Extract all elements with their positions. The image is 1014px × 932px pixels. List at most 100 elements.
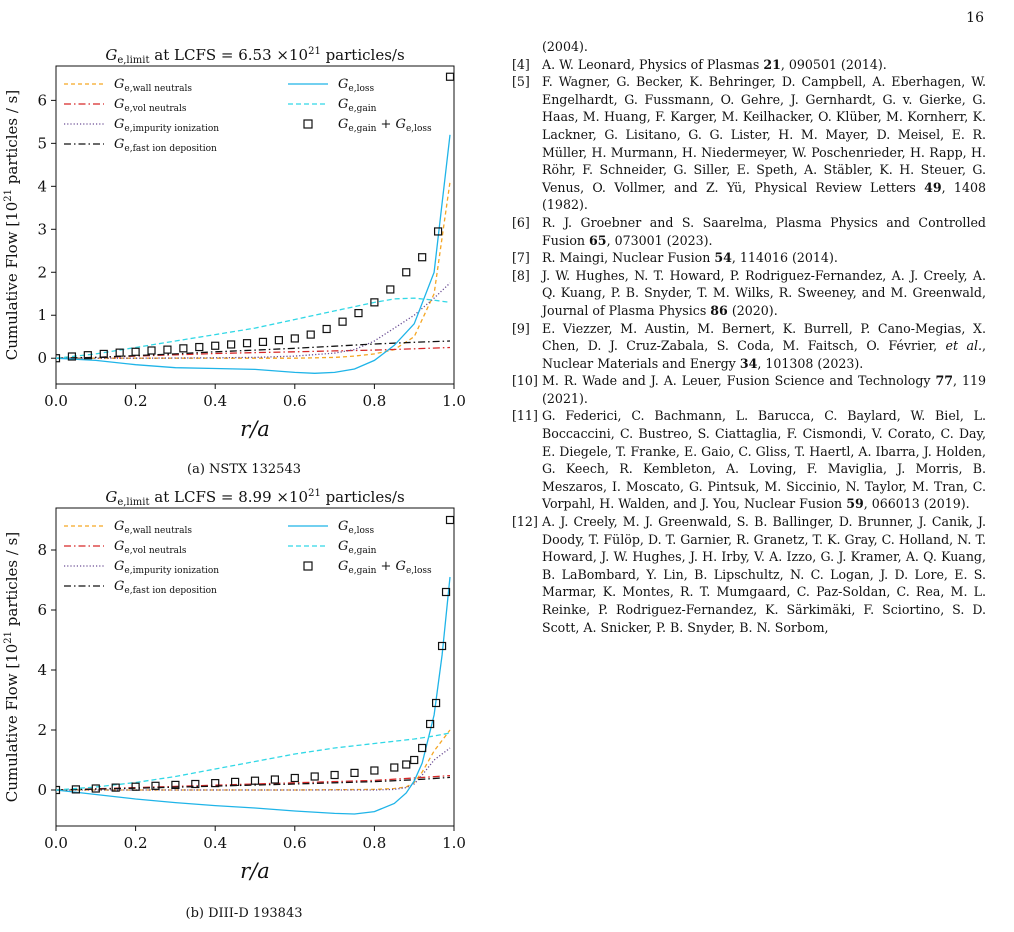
data-point <box>131 782 140 791</box>
series-impurity-ionization <box>56 282 451 359</box>
y-tick-label: 3 <box>37 220 47 238</box>
x-tick-label: 0.2 <box>124 392 148 410</box>
y-tick-label: 6 <box>37 601 47 619</box>
legend-label: Ge,loss <box>338 519 374 536</box>
reference-volume: 59 <box>846 496 864 512</box>
y-axis-label: Cumulative Flow [1021 particles / s] <box>3 532 21 802</box>
figure-a: Ge,limit at LCFS = 6.53 ×1021 particles/… <box>0 44 470 448</box>
data-point <box>441 587 451 597</box>
data-point <box>290 334 299 343</box>
x-tick-label: 0.0 <box>44 834 68 852</box>
legend-vol-neutrals: Ge,vol neutrals <box>64 97 187 114</box>
data-point <box>151 781 160 790</box>
legend-label: Ge,fast ion deposition <box>114 579 217 596</box>
reference-volume: 86 <box>710 302 728 318</box>
reference-volume: 54 <box>714 250 732 266</box>
legend-label: Ge,fast ion deposition <box>114 137 217 154</box>
reference-item: [7] R. Maingi, Nuclear Fusion 54, 114016 … <box>508 249 986 267</box>
series-wall-neutrals <box>56 181 451 359</box>
y-tick-label: 0 <box>37 349 47 367</box>
legend-label: Ge,loss <box>338 77 374 94</box>
legend: Ge,wall neutrals Ge,vol neutrals Ge,impuri… <box>64 519 432 596</box>
data-point <box>386 285 395 294</box>
reference-list: (2004). [4] A. W. Leonard, Physics of Plas… <box>508 38 986 636</box>
data-point <box>437 641 447 651</box>
data-point <box>402 760 411 769</box>
series-gain <box>56 732 451 791</box>
legend-gain: Ge,gain <box>288 539 377 556</box>
x-tick-label: 0.6 <box>283 834 307 852</box>
data-point <box>290 773 299 783</box>
x-tick-label: 1.0 <box>442 834 466 852</box>
reference-item: [12] A. J. Creely, M. J. Greenwald, S. B.… <box>508 513 986 636</box>
data-point <box>338 317 347 326</box>
data-point <box>330 770 339 780</box>
data-point <box>445 72 454 81</box>
legend-gain-plus-loss: Ge,gain + Ge,loss <box>303 117 432 134</box>
data-point <box>71 785 81 794</box>
data-point <box>258 337 268 346</box>
y-tick-label: 8 <box>37 541 47 559</box>
data-point <box>211 341 220 350</box>
legend-wall-neutrals: Ge,wall neutrals <box>64 519 192 536</box>
legend-label: Ge,vol neutrals <box>114 97 187 114</box>
series-gain-plus-loss <box>56 515 454 795</box>
legend-fast-ion-deposition: Ge,fast ion deposition <box>64 579 217 596</box>
x-tick-label: 0.4 <box>203 392 227 410</box>
reference-volume: 65 <box>589 232 607 248</box>
legend-label: Ge,gain <box>338 539 377 556</box>
series-loss <box>56 576 451 815</box>
data-point <box>191 779 200 789</box>
y-tick-label: 4 <box>37 177 47 195</box>
data-point <box>242 339 252 348</box>
data-point <box>322 324 331 334</box>
reference-text: (2004). <box>542 39 588 54</box>
data-point <box>426 719 435 729</box>
series-wall-neutrals <box>56 729 451 791</box>
reference-text: A. W. Leonard, Physics of Plasmas 21, 09… <box>542 56 887 72</box>
reference-number: [4] <box>512 56 530 72</box>
data-point <box>99 349 108 359</box>
reference-volume: 21 <box>763 56 781 72</box>
chart-title: Ge,limit at LCFS = 6.53 ×1021 particles/… <box>105 46 404 66</box>
data-point <box>354 308 363 318</box>
reference-volume: 34 <box>739 355 758 371</box>
reference-volume: 77 <box>935 373 954 389</box>
reference-item: [4] A. W. Leonard, Physics of Plasmas 21,… <box>508 56 986 74</box>
x-tick-label: 1.0 <box>442 392 466 410</box>
data-point <box>310 772 319 781</box>
legend-fast-ion-deposition: Ge,fast ion deposition <box>64 137 217 154</box>
data-point <box>431 698 441 708</box>
chart-title: Ge,limit at LCFS = 8.99 ×1021 particles/… <box>105 488 404 508</box>
reference-item: [8] J. W. Hughes, N. T. Howard, P. Rodrig… <box>508 267 986 320</box>
data-point <box>211 779 220 788</box>
reference-number: [9] <box>512 320 530 336</box>
y-tick-label: 0 <box>37 781 47 799</box>
legend-label: Ge,gain + Ge,loss <box>338 559 432 576</box>
legend-loss: Ge,loss <box>288 77 374 94</box>
data-point <box>83 351 92 360</box>
legend-label: Ge,impurity ionization <box>114 559 219 576</box>
data-point <box>445 515 454 525</box>
series-vol-neutrals <box>56 346 451 359</box>
series-gain <box>56 297 451 359</box>
legend-impurity-ionization: Ge,impurity ionization <box>64 559 219 576</box>
x-axis-label: r/a <box>240 417 270 441</box>
legend-label: Ge,wall neutrals <box>114 519 192 536</box>
x-tick-label: 0.4 <box>203 834 227 852</box>
y-tick-label: 5 <box>37 134 47 152</box>
reference-item: (2004). <box>508 38 986 56</box>
reference-text: F. Wagner, G. Becker, K. Behringer, D. C… <box>542 74 986 213</box>
reference-number: [12] <box>512 514 538 530</box>
reference-text: G. Federici, C. Bachmann, L. Barucca, C.… <box>542 408 986 512</box>
legend-vol-neutrals: Ge,vol neutrals <box>64 539 187 556</box>
data-point <box>274 336 283 345</box>
data-point <box>115 348 124 357</box>
legend-loss: Ge,loss <box>288 519 374 536</box>
x-tick-label: 0.0 <box>44 392 68 410</box>
series-loss <box>56 134 451 374</box>
data-point <box>402 268 411 277</box>
y-axis-label: Cumulative Flow [1021 particles / s] <box>3 90 21 360</box>
data-point <box>370 766 379 775</box>
y-tick-label: 6 <box>37 91 47 109</box>
